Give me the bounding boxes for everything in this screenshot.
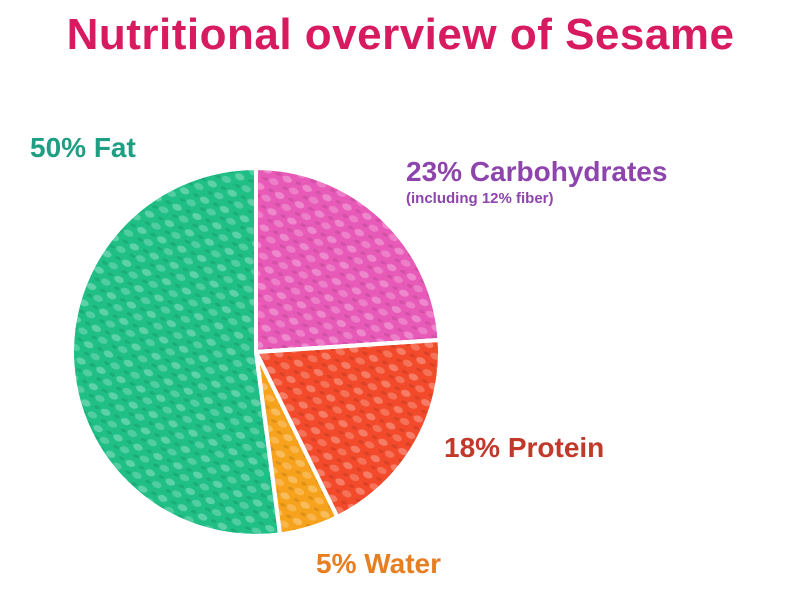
carbohydrates-label-text: 23% Carbohydrates bbox=[406, 156, 668, 187]
slice-label-carbohydrates: 23% Carbohydrates (including 12% fiber) bbox=[406, 156, 667, 207]
slice-label-protein: 18% Protein bbox=[444, 432, 604, 464]
slice-label-fat: 50% Fat bbox=[30, 132, 136, 164]
water-label-text: 5% Water bbox=[316, 548, 442, 579]
protein-label-text: 18% Protein bbox=[444, 432, 605, 463]
carbohydrates-note-text: (including 12% fiber) bbox=[406, 190, 554, 207]
chart-title: Nutritional overview of Sesame bbox=[66, 10, 735, 59]
pie-slice-carbohydrates-texture bbox=[254, 165, 442, 355]
slice-label-water: 5% Water bbox=[316, 548, 441, 580]
pie-slice-fat-texture bbox=[70, 165, 283, 538]
fat-label-text: 50% Fat bbox=[30, 132, 136, 163]
pie-slice-protein-texture bbox=[252, 337, 442, 520]
